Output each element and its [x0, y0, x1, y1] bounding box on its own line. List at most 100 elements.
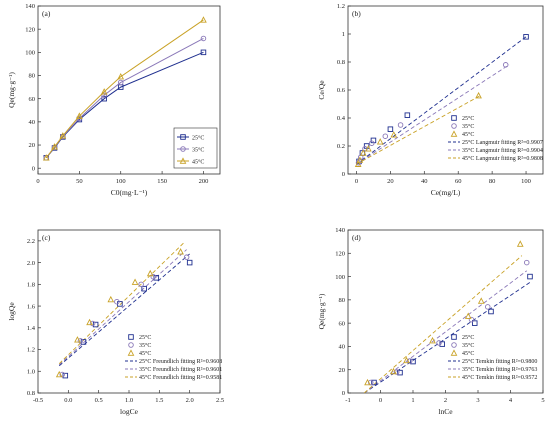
- x-tick-label: -1: [345, 397, 350, 404]
- y-tick-label: 0.2: [337, 143, 345, 150]
- data-point: [177, 248, 184, 255]
- series-2: [42, 16, 207, 161]
- data-point: [200, 16, 207, 23]
- y-tick-label: 1.2: [27, 347, 35, 354]
- data-point: [527, 273, 533, 280]
- panel-label: (d): [352, 233, 361, 242]
- legend-label: 35°C: [139, 342, 151, 349]
- x-axis-label: Ce(mg/L): [431, 188, 461, 197]
- fit-line-0: [356, 36, 527, 165]
- series-line: [45, 19, 204, 159]
- data-point: [488, 308, 494, 315]
- series-2: [364, 240, 524, 386]
- data-point: [472, 320, 478, 326]
- data-point: [62, 372, 69, 379]
- data-point: [477, 297, 485, 304]
- data-point: [101, 92, 107, 98]
- data-point: [200, 35, 207, 42]
- data-point: [131, 278, 139, 285]
- y-tick-label: 60: [339, 320, 346, 327]
- data-point: [186, 259, 193, 266]
- panel-label: (a): [42, 9, 51, 18]
- panel-a: 0 50 100 150 200 0 20 40 60 80 100 120 140 (a) C0(mg·L…: [7, 3, 221, 197]
- legend: 25°C35°C45°C25°C Freundlich fitting R²=0…: [125, 334, 222, 381]
- data-point: [76, 112, 83, 119]
- y-tick-label: 20: [339, 367, 346, 374]
- legend: 25°C 35°C 45°C: [173, 127, 218, 169]
- plot-frame: [37, 5, 221, 175]
- panel-b: 0 20 40 60 80 100 0 0.2 0.4 0.6 0.8 1 1.2 (b) Ce(mg/L)…: [317, 3, 544, 197]
- x-tick-label: 0: [379, 397, 382, 404]
- fit-line-1: [356, 64, 510, 165]
- y-tick-label: 1: [342, 31, 345, 38]
- legend-fit-label: 25°C Temkin fitting R²=0.9800: [462, 358, 537, 365]
- y-tick-label: 0: [342, 171, 345, 178]
- x-tick-label: 5: [541, 397, 544, 404]
- data-point: [410, 358, 416, 365]
- data-point: [89, 320, 96, 327]
- fit-line-1: [58, 249, 187, 366]
- data-point: [117, 79, 124, 86]
- data-point: [363, 143, 370, 149]
- y-tick-label: 20: [29, 142, 36, 149]
- x-tick-label: 1.5: [155, 397, 163, 404]
- y-axis-label: Qe(mg·g⁻¹): [317, 293, 326, 329]
- data-point: [365, 145, 372, 152]
- x-tick-label: 0.5: [95, 397, 103, 404]
- data-point: [138, 281, 144, 288]
- data-point: [404, 112, 411, 118]
- panel-d: -1 0 1 2 3 4 5020406080100120140(d)lnCeQe(mg·g…: [317, 227, 545, 416]
- y-tick-label: 1.2: [337, 3, 345, 10]
- legend-label: 45°C: [192, 159, 204, 166]
- data-point: [390, 131, 398, 138]
- x-tick-label: 100: [521, 178, 531, 185]
- data-point: [394, 369, 400, 375]
- legend-label: 45°C: [462, 131, 474, 138]
- data-point: [86, 318, 93, 326]
- data-point: [55, 370, 63, 378]
- x-tick-label: 80: [489, 178, 496, 185]
- data-point: [77, 338, 84, 344]
- data-point: [51, 143, 58, 150]
- y-tick-label: 80: [29, 73, 36, 80]
- x-tick-label: 4: [509, 397, 513, 404]
- legend-fit-label: 45°C Freundlich fitting R²=0.9581: [139, 374, 222, 381]
- x-tick-label: 100: [116, 178, 126, 185]
- data-point: [464, 312, 472, 319]
- legend-marker: [128, 342, 134, 348]
- legend-label: 35°C: [462, 342, 474, 349]
- data-point: [74, 336, 81, 343]
- fit-line-2: [363, 255, 523, 393]
- y-axis-label: Ce/Qe: [317, 80, 326, 100]
- data-point: [397, 369, 403, 376]
- legend-label: 25°C: [462, 115, 474, 122]
- legend-fit-label: 45°C Langmuir fitting R²=0.9808: [462, 155, 543, 162]
- legend-marker: [451, 342, 457, 348]
- x-tick-label: 20: [387, 178, 394, 185]
- data-point: [356, 156, 364, 163]
- data-point: [407, 358, 413, 364]
- panel-c: -0.5 0.0 0.5 1.0 1.5 2.0 2.5 0.8 1.0 1.2 1.4 1.6 1.8…: [7, 229, 224, 416]
- legend-marker: [179, 157, 187, 164]
- x-tick-label: 0: [36, 178, 39, 185]
- legend-fit-label: 45°C Temkin fitting R²=0.9572: [462, 374, 537, 381]
- data-point: [387, 126, 394, 132]
- data-point: [92, 321, 99, 328]
- data-point: [516, 240, 524, 247]
- y-tick-label: 40: [339, 344, 346, 351]
- x-tick-label: 60: [455, 178, 462, 185]
- x-tick-label: -0.5: [33, 397, 43, 404]
- y-tick-label: 0.8: [27, 390, 35, 397]
- data-point: [382, 133, 389, 139]
- x-tick-label: 1.0: [125, 397, 133, 404]
- data-point: [368, 140, 375, 146]
- y-tick-label: 100: [25, 50, 35, 57]
- legend-label: 35°C: [192, 147, 204, 154]
- panel-label: (b): [352, 9, 361, 18]
- data-point: [200, 49, 207, 56]
- data-point: [429, 336, 436, 344]
- data-point: [524, 259, 530, 266]
- data-point: [371, 379, 377, 386]
